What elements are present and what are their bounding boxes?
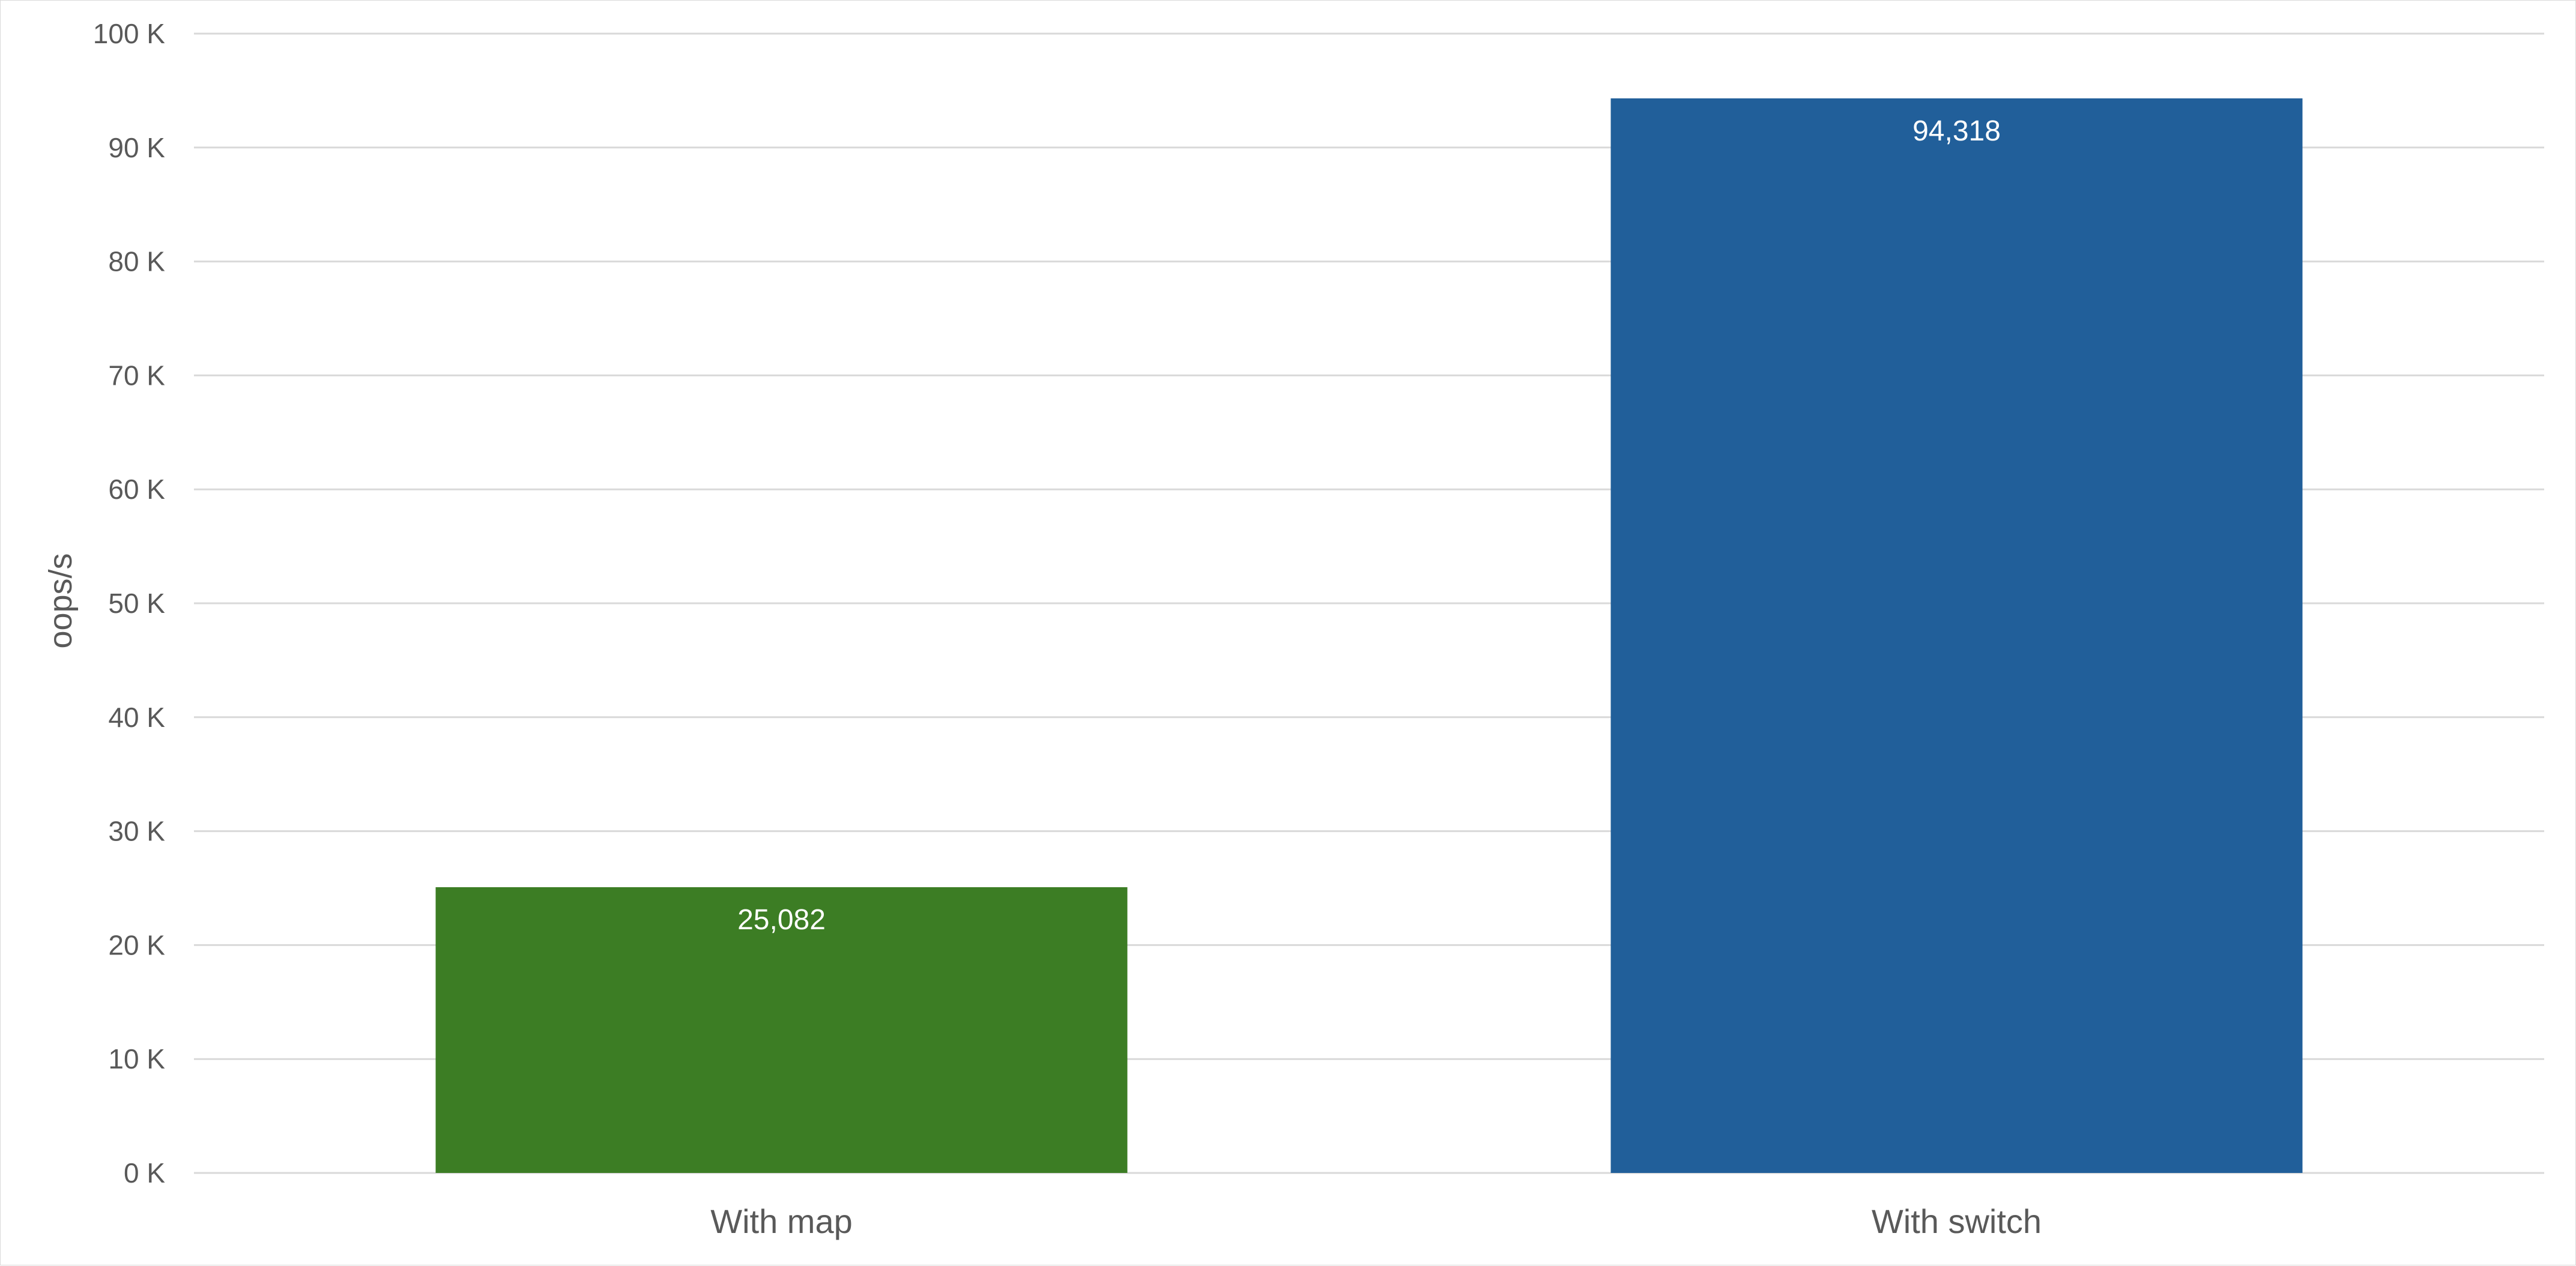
y-tick-label: 100 K [93,18,166,49]
data-labels: 25,082 94,318 [737,115,2001,936]
y-tick-label: 90 K [108,132,165,163]
bar-with-switch [1610,98,2303,1173]
y-axis-ticks: 0 K 10 K 20 K 30 K 40 K 50 K 60 K 70 K 80 K 90 K 1… [93,18,166,1189]
bar-with-map [435,887,1128,1173]
x-tick-label: With map [710,1202,853,1240]
y-tick-label: 20 K [108,929,165,960]
data-label: 25,082 [737,904,826,936]
y-tick-label: 60 K [108,474,165,505]
y-tick-label: 40 K [108,702,165,733]
y-tick-label: 30 K [108,816,165,847]
y-tick-label: 10 K [108,1043,165,1075]
x-tick-label: With switch [1872,1202,2042,1240]
data-label: 94,318 [1912,115,2001,147]
y-tick-label: 70 K [108,360,165,391]
y-tick-label: 50 K [108,588,165,619]
y-axis-title: oops/s [43,553,79,648]
y-tick-label: 0 K [124,1157,165,1189]
x-axis-ticks: With map With switch [710,1202,2042,1240]
y-tick-label: 80 K [108,246,165,277]
bars [435,98,2303,1173]
